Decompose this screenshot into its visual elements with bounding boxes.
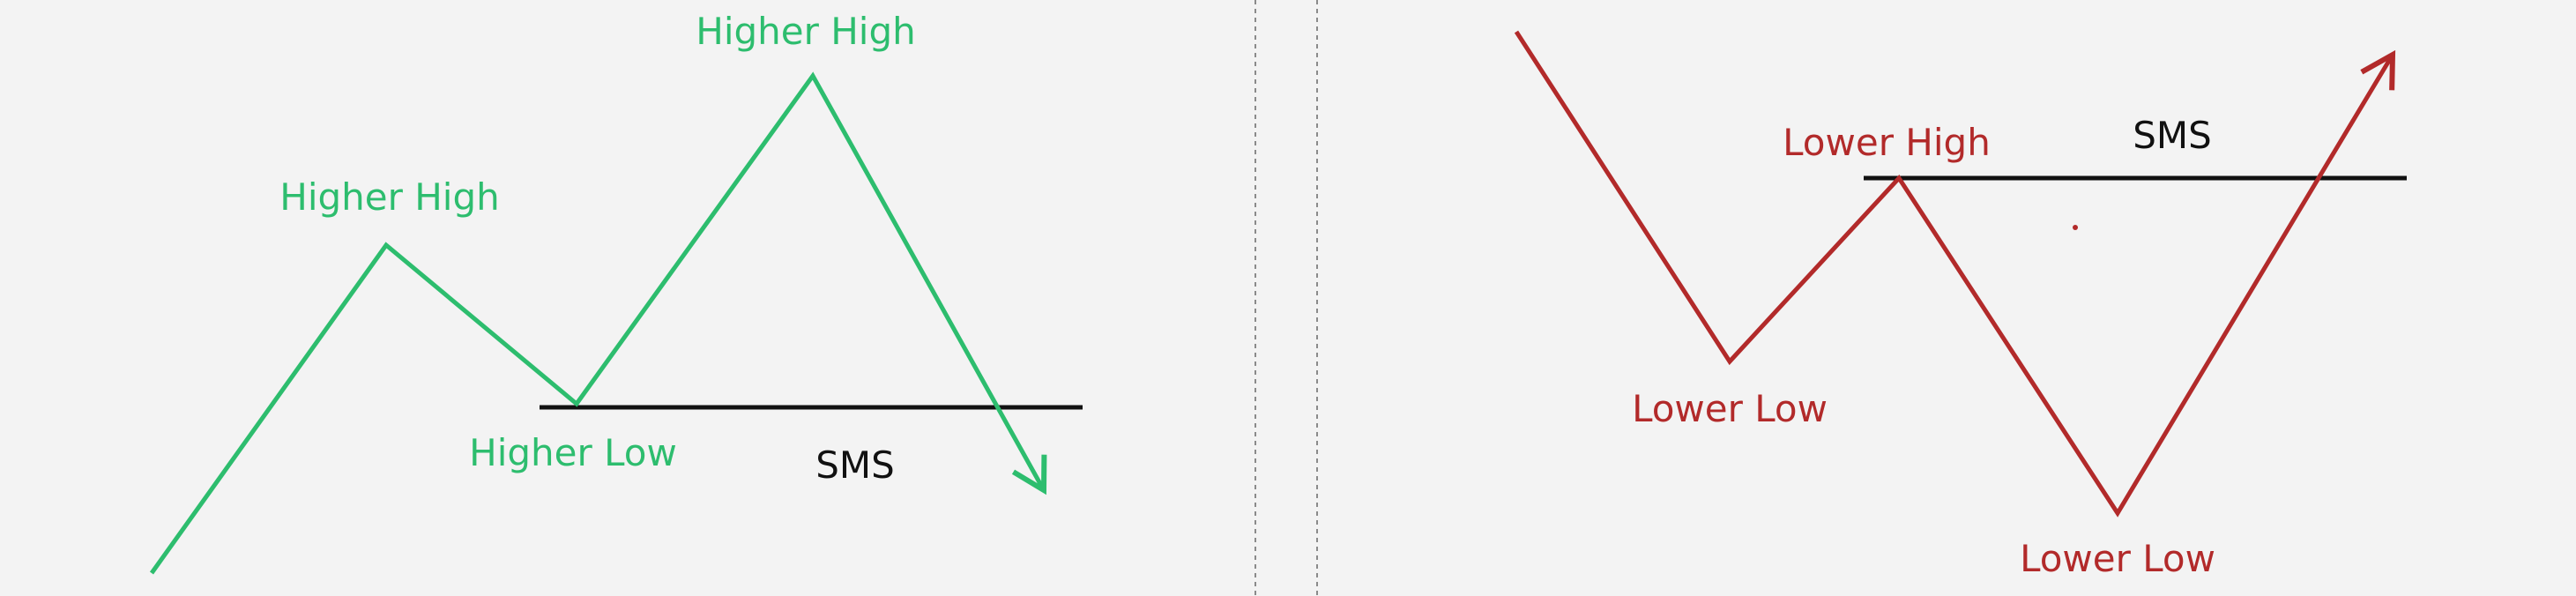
bullish-label-higher-high-2: Higher High xyxy=(696,10,916,53)
bullish-structure-panel: Higher High Higher High Higher Low SMS xyxy=(149,10,1083,575)
bearish-label-lower-low-2: Lower Low xyxy=(2020,537,2215,580)
bearish-label-sms: SMS xyxy=(2133,114,2212,157)
bullish-price-path xyxy=(149,71,1047,575)
bullish-label-higher-low: Higher Low xyxy=(469,431,677,474)
stray-dot xyxy=(2073,225,2078,230)
bearish-structure-panel: Lower High Lower Low Lower Low SMS xyxy=(1514,30,2407,580)
bullish-label-higher-high-1: Higher High xyxy=(279,175,500,219)
bearish-label-lower-low-1: Lower Low xyxy=(1632,387,1828,430)
bearish-price-path xyxy=(1514,30,2396,518)
bullish-label-sms: SMS xyxy=(815,443,895,487)
bearish-label-lower-high: Lower High xyxy=(1783,121,1991,164)
